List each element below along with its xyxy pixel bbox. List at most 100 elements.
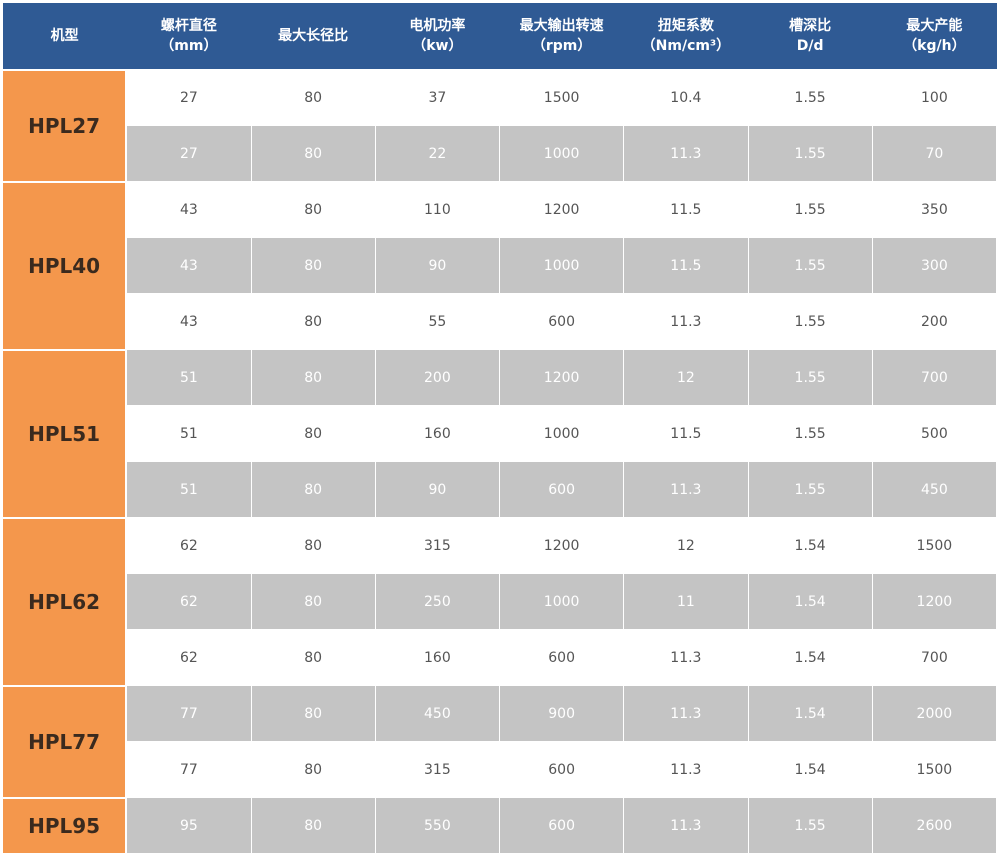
torque-coefficient-cell: 11.3 — [624, 293, 749, 349]
motor-power-cell: 37 — [375, 69, 500, 125]
max-capacity-cell: 2600 — [872, 797, 997, 853]
max-output-speed-cell: 1000 — [500, 405, 625, 461]
groove-depth-ratio-cell: 1.55 — [748, 405, 873, 461]
table-row: 62 80 160 600 11.3 1.54 700 — [3, 629, 997, 685]
torque-coefficient-cell: 11.5 — [624, 181, 749, 237]
max-output-speed-cell: 600 — [500, 797, 625, 853]
torque-coefficient-cell: 11 — [624, 573, 749, 629]
table-row: HPL62 62 80 315 1200 12 1.54 1500 — [3, 517, 997, 685]
max-output-speed-cell: 1200 — [500, 181, 625, 237]
groove-depth-ratio-cell: 1.55 — [748, 181, 873, 237]
max-ld-ratio-cell: 80 — [251, 293, 376, 349]
max-output-speed-cell: 600 — [500, 461, 625, 517]
header-label: 最大产能 — [906, 18, 963, 34]
header-motor-power: 电机功率 （kw） — [375, 3, 500, 69]
groove-depth-ratio-cell: 1.55 — [748, 293, 873, 349]
groove-depth-ratio-cell: 1.54 — [748, 741, 873, 797]
max-capacity-cell: 200 — [872, 293, 997, 349]
max-output-speed-cell: 600 — [500, 293, 625, 349]
motor-power-cell: 55 — [375, 293, 500, 349]
max-capacity-cell: 1500 — [872, 517, 997, 573]
header-unit: （kg/h） — [903, 38, 966, 54]
header-unit: （Nm/cm³） — [641, 38, 731, 54]
torque-coefficient-cell: 11.3 — [624, 125, 749, 181]
motor-power-cell: 90 — [375, 461, 500, 517]
header-groove-depth-ratio: 槽深比 D/d — [748, 3, 873, 69]
max-output-speed-cell: 1200 — [500, 517, 625, 573]
max-ld-ratio-cell: 80 — [251, 517, 376, 573]
max-capacity-cell: 350 — [872, 181, 997, 237]
motor-power-cell: 22 — [375, 125, 500, 181]
groove-depth-ratio-cell: 1.55 — [748, 797, 873, 853]
max-ld-ratio-cell: 80 — [251, 573, 376, 629]
table-row: 77 80 315 600 11.3 1.54 1500 — [3, 741, 997, 797]
header-unit: （rpm） — [531, 38, 592, 54]
torque-coefficient-cell: 11.3 — [624, 741, 749, 797]
header-max-capacity: 最大产能 （kg/h） — [872, 3, 997, 69]
header-label: 电机功率 — [409, 18, 466, 34]
torque-coefficient-cell: 11.3 — [624, 797, 749, 853]
max-capacity-cell: 700 — [872, 629, 997, 685]
header-torque-coefficient: 扭矩系数 （Nm/cm³） — [624, 3, 749, 69]
max-ld-ratio-cell: 80 — [251, 237, 376, 293]
model-name-cell: HPL95 — [3, 797, 128, 853]
groove-depth-ratio-cell: 1.54 — [748, 629, 873, 685]
screw-diameter-cell: 51 — [127, 461, 252, 517]
table-row: HPL77 77 80 450 900 11.3 1.54 2000 — [3, 685, 997, 797]
motor-power-cell: 200 — [375, 349, 500, 405]
groove-depth-ratio-cell: 1.55 — [748, 125, 873, 181]
header-screw-diameter: 螺杆直径 （mm） — [127, 3, 252, 69]
header-label: 最大输出转速 — [519, 18, 604, 34]
max-output-speed-cell: 1000 — [500, 573, 625, 629]
header-label: 机型 — [50, 28, 79, 44]
max-capacity-cell: 2000 — [872, 685, 997, 741]
max-capacity-cell: 300 — [872, 237, 997, 293]
groove-depth-ratio-cell: 1.54 — [748, 517, 873, 573]
max-capacity-cell: 100 — [872, 69, 997, 125]
max-output-speed-cell: 600 — [500, 629, 625, 685]
header-unit: D/d — [796, 38, 824, 54]
torque-coefficient-cell: 11.5 — [624, 237, 749, 293]
table-row: 43 80 55 600 11.3 1.55 200 — [3, 293, 997, 349]
table-row: 62 80 250 1000 11 1.54 1200 — [3, 573, 997, 629]
max-capacity-cell: 700 — [872, 349, 997, 405]
max-capacity-cell: 70 — [872, 125, 997, 181]
table-row: HPL51 51 80 200 1200 12 1.55 700 — [3, 349, 997, 517]
table-row: 51 80 90 600 11.3 1.55 450 — [3, 461, 997, 517]
table-row: 51 80 160 1000 11.5 1.55 500 — [3, 405, 997, 461]
table-row: HPL40 43 80 110 1200 11.5 1.55 350 — [3, 181, 997, 349]
max-output-speed-cell: 900 — [500, 685, 625, 741]
model-name-cell: HPL40 — [3, 181, 128, 349]
screw-diameter-cell: 62 — [127, 573, 252, 629]
max-capacity-cell: 500 — [872, 405, 997, 461]
header-model: 机型 — [3, 3, 128, 69]
motor-power-cell: 550 — [375, 797, 500, 853]
max-ld-ratio-cell: 80 — [251, 741, 376, 797]
header-label: 扭矩系数 — [657, 18, 714, 34]
max-output-speed-cell: 1000 — [500, 237, 625, 293]
screw-diameter-cell: 51 — [127, 349, 252, 405]
torque-coefficient-cell: 12 — [624, 349, 749, 405]
model-name-cell: HPL62 — [3, 517, 128, 685]
torque-coefficient-cell: 11.3 — [624, 685, 749, 741]
screw-diameter-cell: 77 — [127, 685, 252, 741]
max-ld-ratio-cell: 80 — [251, 181, 376, 237]
max-ld-ratio-cell: 80 — [251, 685, 376, 741]
screw-diameter-cell: 62 — [127, 517, 252, 573]
screw-diameter-cell: 43 — [127, 293, 252, 349]
motor-power-cell: 315 — [375, 741, 500, 797]
table-body: HPL27 27 80 37 1500 10.4 1.55 100 27 80 22 1000 11.3… — [3, 69, 997, 853]
header-max-ld-ratio: 最大长径比 — [251, 3, 376, 69]
screw-diameter-cell: 43 — [127, 237, 252, 293]
max-capacity-cell: 1500 — [872, 741, 997, 797]
torque-coefficient-cell: 11.3 — [624, 629, 749, 685]
model-name-cell: HPL77 — [3, 685, 128, 797]
max-ld-ratio-cell: 80 — [251, 349, 376, 405]
table-row: 27 80 22 1000 11.3 1.55 70 — [3, 125, 997, 181]
motor-power-cell: 160 — [375, 405, 500, 461]
max-ld-ratio-cell: 80 — [251, 405, 376, 461]
spec-table: 机型 螺杆直径 （mm） 最大长径比 电机功率 （kw） 最大输出转速 （rpm） 扭矩系数 （N… — [3, 3, 997, 853]
screw-diameter-cell: 27 — [127, 125, 252, 181]
groove-depth-ratio-cell: 1.55 — [748, 461, 873, 517]
max-output-speed-cell: 1000 — [500, 125, 625, 181]
